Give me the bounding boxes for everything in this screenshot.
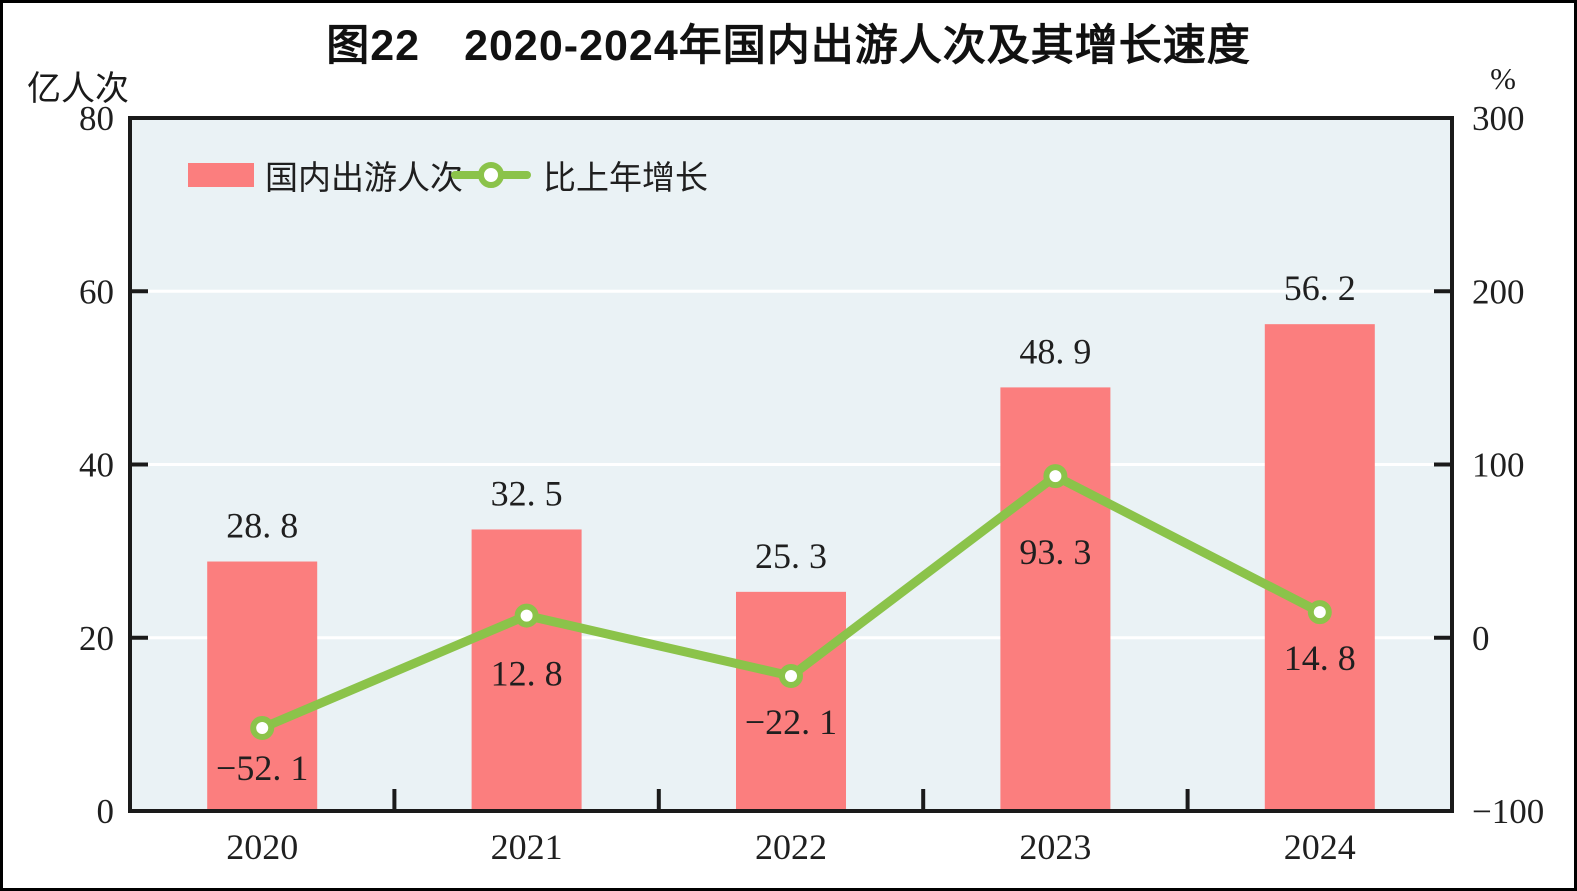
x-axis-category-label: 2021 [491, 827, 563, 867]
line-value-label: 93. 3 [1019, 532, 1091, 572]
line-value-label: −52. 1 [216, 748, 308, 788]
plot-border [128, 116, 1454, 813]
legend-label-bars: 国内出游人次 [265, 159, 463, 196]
bar-value-label: 48. 9 [1019, 331, 1091, 371]
bar-2020 [207, 561, 318, 811]
bar-value-label: 56. 2 [1284, 268, 1356, 308]
x-axis-category-label: 2024 [1284, 827, 1356, 867]
bar-value-label: 32. 5 [491, 473, 563, 513]
legend-line-marker [478, 162, 504, 188]
line-value-label: 14. 8 [1284, 638, 1356, 678]
bar-2021 [471, 529, 582, 811]
right-axis-tick-label: 100 [1472, 446, 1525, 485]
legend-label-line: 比上年增长 [543, 159, 708, 196]
bar-value-label: 28. 8 [226, 506, 298, 546]
right-axis-tick-label: 300 [1472, 99, 1525, 138]
line-marker-2021 [514, 603, 539, 628]
line-marker-2022 [779, 664, 803, 689]
combo-chart: 28. 8 32. 5 25. 3 48. 9 56. 2 −52. 1 12. 8 −22.… [79, 99, 1544, 867]
left-axis-tick-label: 80 [79, 99, 114, 138]
right-axis-tick-label: −100 [1472, 792, 1544, 831]
bar-value-label: 25. 3 [755, 536, 827, 576]
bar-2023 [1000, 387, 1111, 811]
left-axis-tick-label: 0 [97, 792, 115, 831]
chart-title: 图22 2020-2024年国内出游人次及其增长速度 [326, 22, 1251, 70]
left-axis-tick-label: 20 [79, 619, 114, 658]
left-axis-tick-label: 60 [79, 272, 114, 311]
bar-2024 [1264, 324, 1375, 811]
right-axis-tick-label: 0 [1472, 619, 1490, 658]
left-axis-unit-label: 亿人次 [27, 70, 129, 108]
right-axis-unit-label: % [1490, 61, 1516, 96]
line-value-label: 12. 8 [491, 654, 563, 694]
right-axis-tick-label: 200 [1472, 272, 1525, 311]
left-axis-tick-label: 40 [79, 446, 114, 485]
line-marker-2024 [1307, 600, 1332, 625]
line-marker-2020 [250, 716, 275, 741]
line-value-label: −22. 1 [745, 702, 837, 742]
x-axis-category-label: 2020 [226, 827, 298, 867]
legend-bar-swatch [188, 163, 254, 187]
line-marker-2023 [1043, 464, 1068, 489]
x-axis-category-label: 2022 [755, 827, 827, 867]
bar-2022 [736, 591, 846, 811]
x-axis-category-label: 2023 [1019, 827, 1091, 867]
